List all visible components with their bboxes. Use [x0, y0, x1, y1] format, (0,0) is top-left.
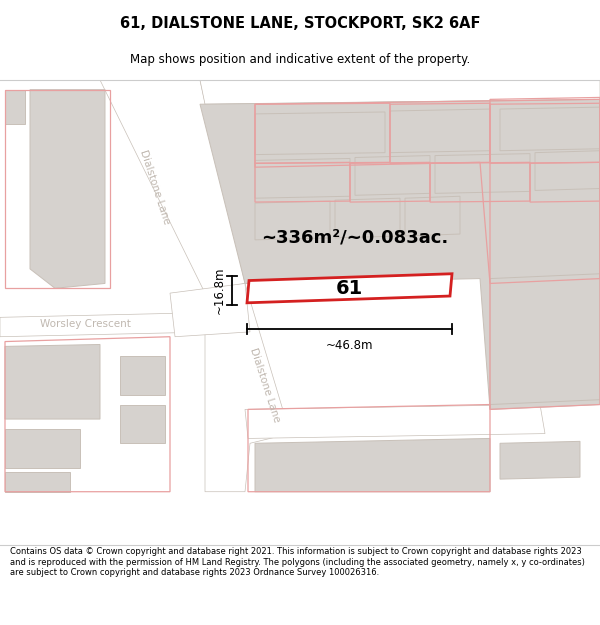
Polygon shape	[500, 201, 595, 274]
Polygon shape	[435, 154, 530, 193]
Polygon shape	[500, 99, 595, 129]
Polygon shape	[535, 151, 600, 191]
Text: ~16.8m: ~16.8m	[213, 266, 226, 314]
Polygon shape	[335, 198, 400, 238]
Text: ~336m²/~0.083ac.: ~336m²/~0.083ac.	[262, 229, 449, 247]
Polygon shape	[255, 159, 350, 198]
Polygon shape	[390, 109, 490, 152]
Text: Contains OS data © Crown copyright and database right 2021. This information is : Contains OS data © Crown copyright and d…	[10, 548, 584, 578]
Text: Dialstone Lane: Dialstone Lane	[248, 347, 282, 424]
Polygon shape	[5, 344, 100, 419]
Polygon shape	[200, 80, 600, 104]
Polygon shape	[170, 284, 250, 337]
Polygon shape	[500, 441, 580, 479]
Polygon shape	[5, 429, 80, 468]
Text: Worsley Crescent: Worsley Crescent	[40, 319, 130, 329]
Polygon shape	[30, 89, 105, 288]
Polygon shape	[470, 129, 595, 201]
Polygon shape	[255, 112, 385, 154]
Polygon shape	[500, 107, 600, 151]
Text: 61: 61	[336, 279, 363, 298]
Polygon shape	[200, 99, 600, 409]
Text: Dialstone Lane: Dialstone Lane	[138, 148, 172, 225]
Polygon shape	[255, 439, 490, 492]
Polygon shape	[490, 274, 600, 404]
Polygon shape	[245, 404, 545, 439]
Polygon shape	[5, 89, 25, 124]
Polygon shape	[100, 80, 245, 293]
Text: 61, DIALSTONE LANE, STOCKPORT, SK2 6AF: 61, DIALSTONE LANE, STOCKPORT, SK2 6AF	[120, 16, 480, 31]
Text: ~46.8m: ~46.8m	[326, 339, 373, 352]
Polygon shape	[405, 196, 460, 236]
Polygon shape	[247, 274, 452, 302]
Polygon shape	[255, 201, 330, 240]
Polygon shape	[0, 312, 215, 337]
Polygon shape	[205, 284, 290, 492]
Polygon shape	[355, 156, 430, 195]
Polygon shape	[5, 472, 70, 492]
Polygon shape	[120, 356, 165, 395]
Text: Map shows position and indicative extent of the property.: Map shows position and indicative extent…	[130, 54, 470, 66]
Polygon shape	[120, 404, 165, 443]
